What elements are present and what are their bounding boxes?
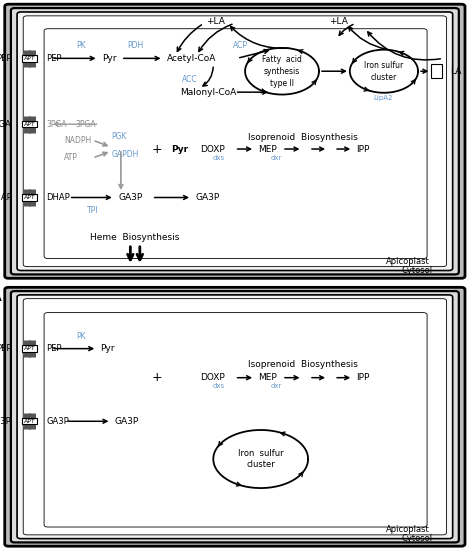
FancyBboxPatch shape xyxy=(11,291,459,543)
Text: APT: APT xyxy=(24,121,35,127)
Text: Cytosol: Cytosol xyxy=(401,534,433,543)
Text: Pyr: Pyr xyxy=(171,145,188,153)
FancyBboxPatch shape xyxy=(44,29,427,258)
Text: 3PGA: 3PGA xyxy=(76,120,97,129)
Text: GAPDH: GAPDH xyxy=(111,150,139,158)
Text: GA3P: GA3P xyxy=(46,417,69,426)
Text: DOXP: DOXP xyxy=(200,373,225,382)
FancyBboxPatch shape xyxy=(23,299,447,535)
Text: 3PGA: 3PGA xyxy=(46,120,67,129)
Text: IPP: IPP xyxy=(356,373,370,382)
FancyBboxPatch shape xyxy=(11,8,459,274)
Text: ACC: ACC xyxy=(182,75,197,84)
Bar xyxy=(22,346,37,352)
FancyBboxPatch shape xyxy=(17,295,453,539)
FancyBboxPatch shape xyxy=(38,25,433,262)
Text: +: + xyxy=(152,371,162,384)
Bar xyxy=(22,194,37,201)
Text: MEP: MEP xyxy=(258,373,277,382)
Text: 3PGA: 3PGA xyxy=(0,120,11,129)
Text: PGK: PGK xyxy=(111,132,127,141)
Text: Pyr: Pyr xyxy=(100,344,115,353)
Bar xyxy=(22,55,37,62)
Text: APT: APT xyxy=(24,56,35,61)
Text: APT: APT xyxy=(24,346,35,351)
Text: PEP: PEP xyxy=(0,344,11,353)
Text: +: + xyxy=(152,142,162,156)
Text: Pyr: Pyr xyxy=(102,54,117,63)
FancyBboxPatch shape xyxy=(17,12,453,270)
Text: LA: LA xyxy=(450,67,462,76)
Text: DHAP: DHAP xyxy=(0,193,11,202)
Text: Apicoplast: Apicoplast xyxy=(386,257,429,266)
Text: dxr: dxr xyxy=(270,383,282,389)
FancyBboxPatch shape xyxy=(44,312,427,527)
FancyBboxPatch shape xyxy=(23,16,447,267)
FancyBboxPatch shape xyxy=(26,301,446,538)
Text: Isoprenoid  Biosynthesis: Isoprenoid Biosynthesis xyxy=(248,360,358,369)
FancyBboxPatch shape xyxy=(5,4,465,278)
Text: Acetyl-CoA: Acetyl-CoA xyxy=(167,54,216,63)
Text: Iron  sulfur
cluster: Iron sulfur cluster xyxy=(238,449,283,469)
Text: GA3P: GA3P xyxy=(118,193,143,202)
FancyBboxPatch shape xyxy=(32,21,439,266)
Text: dxs: dxs xyxy=(213,155,225,161)
Text: Heme  Biosynthesis: Heme Biosynthesis xyxy=(91,233,180,242)
Text: MEP: MEP xyxy=(258,145,277,153)
Text: GA3P: GA3P xyxy=(195,193,219,202)
Text: GA3P: GA3P xyxy=(115,417,139,426)
FancyBboxPatch shape xyxy=(38,309,433,531)
Text: APT: APT xyxy=(24,419,35,424)
Bar xyxy=(22,418,37,424)
Text: NADPH: NADPH xyxy=(64,136,91,145)
FancyBboxPatch shape xyxy=(32,305,439,534)
Text: Malonyl-CoA: Malonyl-CoA xyxy=(180,88,237,97)
Text: Isoprenoid  Biosynthesis: Isoprenoid Biosynthesis xyxy=(248,132,358,141)
Text: PDH: PDH xyxy=(127,41,143,50)
Text: APT: APT xyxy=(24,195,35,200)
FancyBboxPatch shape xyxy=(26,17,446,270)
Text: dxr: dxr xyxy=(270,155,282,161)
Text: IPP: IPP xyxy=(356,145,370,153)
Text: Cytosol: Cytosol xyxy=(401,266,433,275)
Text: +LA: +LA xyxy=(329,17,348,26)
Text: DOXP: DOXP xyxy=(200,145,225,153)
Text: PEP: PEP xyxy=(46,54,62,63)
Text: Iron sulfur
cluster: Iron sulfur cluster xyxy=(365,61,403,82)
Text: PK: PK xyxy=(77,332,86,341)
Text: PK: PK xyxy=(77,41,86,50)
Text: LipA2: LipA2 xyxy=(374,95,392,101)
Bar xyxy=(22,121,37,128)
Text: PEP: PEP xyxy=(0,54,11,63)
FancyBboxPatch shape xyxy=(5,288,465,546)
Text: A: A xyxy=(0,290,1,304)
Text: TPI: TPI xyxy=(87,206,98,215)
Text: ACP: ACP xyxy=(233,41,248,50)
Text: dxs: dxs xyxy=(213,383,225,389)
Text: PEP: PEP xyxy=(46,344,62,353)
Text: Apicoplast: Apicoplast xyxy=(386,525,429,534)
Bar xyxy=(431,64,442,78)
Text: +LA: +LA xyxy=(206,17,225,26)
Text: GA3P: GA3P xyxy=(0,417,11,426)
Text: DHAP: DHAP xyxy=(46,193,70,202)
Text: ATP: ATP xyxy=(64,153,78,162)
Text: Fatty  acid
synthesis
type II: Fatty acid synthesis type II xyxy=(262,55,302,88)
